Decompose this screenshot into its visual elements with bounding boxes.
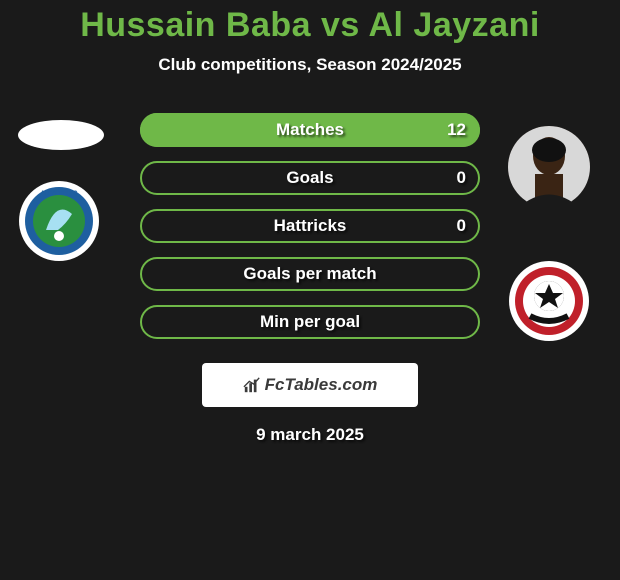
stat-row: Min per goal [140,305,480,339]
barchart-icon [243,376,261,394]
stats-area: Matches12Goals0Hattricks0Goals per match… [0,113,620,353]
stat-label: Min per goal [140,305,480,339]
branding-badge: FcTables.com [202,363,418,407]
subtitle: Club competitions, Season 2024/2025 [0,55,620,75]
stat-label: Matches [140,113,480,147]
stat-value-right: 0 [457,209,466,243]
page-title: Hussain Baba vs Al Jayzani [0,0,620,45]
branding-text: FcTables.com [265,375,378,395]
stat-label: Goals [140,161,480,195]
stat-value-right: 12 [447,113,466,147]
stat-row: Matches12 [140,113,480,147]
stat-label: Goals per match [140,257,480,291]
date-text: 9 march 2025 [0,425,620,445]
stat-row: Hattricks0 [140,209,480,243]
stat-value-right: 0 [457,161,466,195]
stat-row: Goals per match [140,257,480,291]
stat-row: Goals0 [140,161,480,195]
stat-label: Hattricks [140,209,480,243]
